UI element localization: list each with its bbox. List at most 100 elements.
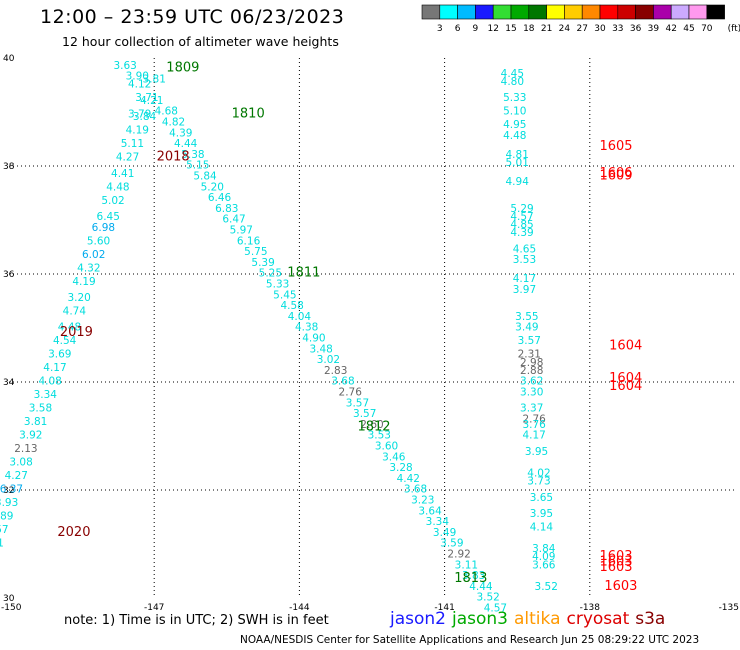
- wave-height-value: 2.31: [518, 349, 541, 361]
- wave-height-value: 6.37: [0, 484, 23, 496]
- wave-height-value: 5.33: [266, 279, 289, 291]
- wave-height-value: 4.38: [295, 322, 318, 334]
- wave-height-value: 4.57: [510, 211, 533, 223]
- scale-unit: (ft): [728, 24, 740, 34]
- wave-height-value: 5.01: [506, 157, 529, 169]
- wave-height-value: 4.95: [503, 119, 526, 131]
- wave-height-value: 6.02: [82, 249, 105, 261]
- track-east: 4.454.80 5.33 5.104.954.48 4.815.01 4.94 5.29…: [501, 68, 558, 593]
- pass-time-label: 1809: [166, 61, 199, 76]
- wave-height-value: 4.27: [5, 470, 28, 482]
- wave-height-value: 3.57: [353, 408, 376, 420]
- satellite-name-cryosat: cryosat: [566, 609, 630, 629]
- wave-height-value: 3.97: [513, 284, 536, 296]
- wave-height-value: 3.84: [133, 111, 157, 123]
- y-tick-label: 38: [3, 162, 15, 172]
- pass-time-label: 2020: [57, 525, 90, 540]
- scale-tick-label: 27: [576, 24, 587, 34]
- wave-height-value: 5.10: [503, 106, 526, 118]
- wave-height-value: 4.48: [503, 130, 526, 142]
- wave-height-value: 6.83: [215, 203, 238, 215]
- wave-height-value: 2.76: [522, 414, 546, 426]
- wave-height-value: 3.83: [462, 570, 485, 582]
- wave-height-value: 4.44: [469, 581, 493, 593]
- wave-height-value: 6.98: [92, 222, 115, 234]
- wave-height-value: 4.39: [510, 227, 533, 239]
- y-tick-label: 32: [3, 486, 14, 496]
- wave-height-value: 4.48: [58, 322, 81, 334]
- wave-height-value: 4.14: [530, 522, 554, 534]
- wave-height-value: 4.19: [72, 276, 95, 288]
- wave-height-value: 3.60: [375, 441, 398, 453]
- wave-height-value: 6.47: [222, 214, 245, 226]
- wave-height-value: 3.84: [532, 543, 556, 555]
- wave-height-value: 4.12: [128, 79, 151, 91]
- wave-height-value: 3.57: [518, 335, 541, 347]
- wave-height-value: 2.13: [14, 443, 37, 455]
- wave-height-value: 5.33: [503, 92, 526, 104]
- pass-time-label: 1605: [599, 139, 632, 154]
- track-west: 3.633.904.123.713.843.794.195.114.274.41…: [0, 60, 159, 550]
- wave-height-value: 3.73: [527, 476, 550, 488]
- wave-height-value: 5.97: [230, 225, 253, 237]
- scale-tick-label: 9: [473, 24, 479, 34]
- wave-height-value: 4.09: [532, 551, 555, 563]
- wave-height-value: 4.19: [126, 125, 149, 137]
- wave-height-value: 5.45: [273, 289, 296, 301]
- scale-tick-label: 39: [648, 24, 660, 34]
- wave-height-value: 6.45: [97, 211, 120, 223]
- pass-time-label: 2019: [60, 325, 93, 340]
- wave-height-value: 5.20: [201, 181, 224, 193]
- x-axis-ticks: -150 -147 -144 -141 -138 -135: [1, 603, 739, 612]
- y-tick-label: 30: [3, 594, 15, 604]
- wave-height-value: 4.41: [111, 168, 134, 180]
- scale-tick-label: 18: [523, 24, 535, 34]
- wave-height-value: 5.39: [251, 257, 274, 269]
- wave-height-value: 5.15: [186, 160, 209, 172]
- wave-height-value: 3.52: [476, 592, 499, 604]
- wave-height-value: 3.63: [113, 60, 136, 72]
- pass-time-label: 2018: [157, 150, 190, 165]
- wave-height-value: 3.90: [126, 71, 149, 83]
- wave-height-value: 4.08: [38, 376, 61, 388]
- wave-height-value: 3.59: [440, 538, 463, 550]
- wave-height-value: 4.54: [53, 335, 77, 347]
- satellite-name-jason3: jason3: [452, 609, 508, 629]
- wave-height-value: 3.30: [520, 387, 543, 399]
- wave-height-value: 2.98: [520, 357, 543, 369]
- satellite-name-jason2: jason2: [390, 609, 446, 629]
- scale-swatch: [706, 4, 725, 20]
- pass-time-label: 1604: [609, 339, 642, 354]
- pass-time-label: 1604: [609, 379, 642, 394]
- wave-height-value: 4.45: [501, 68, 524, 80]
- scale-tick-label: 70: [701, 24, 713, 34]
- wave-height-value: 4.57: [484, 603, 507, 613]
- scale-tick-label: 33: [612, 24, 623, 34]
- wave-height-value: 5.29: [510, 203, 533, 215]
- wave-height-value: 3.68: [331, 376, 354, 388]
- pass-time-label: 1609: [599, 169, 632, 184]
- wave-height-value: 3.48: [309, 343, 332, 355]
- wave-height-value: 2.60: [360, 419, 383, 431]
- wave-height-value: 5.38: [181, 149, 204, 161]
- chart-title: 12:00 – 23:59 UTC 06/23/2023: [40, 6, 345, 28]
- pass-time-label: 1810: [232, 106, 265, 121]
- satellite-name-s3a: s3a: [635, 609, 666, 629]
- track-center: 3.814.214.684.824.394.445.385.155.845.20…: [140, 73, 507, 612]
- wave-height-value: 3.37: [520, 403, 543, 415]
- pass-time-label: 1606: [599, 166, 632, 181]
- pass-time-label: 1603: [599, 549, 632, 564]
- satellite-legend: jason2 jason3 altika cryosat s3a: [390, 609, 671, 629]
- wave-height-value: 3.11: [455, 559, 478, 571]
- wave-height-value: 3.49: [515, 322, 538, 334]
- grid-lines: [9, 58, 735, 598]
- x-tick-label: -147: [144, 603, 164, 612]
- y-tick-label: 34: [3, 378, 15, 388]
- wave-height-value: 3.89: [0, 511, 13, 523]
- wave-height-value: 3.79: [128, 108, 151, 120]
- satellite-name-altika: altika: [514, 609, 561, 629]
- pass-time-label: 1813: [454, 571, 487, 586]
- wave-height-value: 3.46: [382, 451, 406, 463]
- wave-height-value: 3.93: [0, 497, 18, 509]
- scale-tick-label: 6: [455, 24, 461, 34]
